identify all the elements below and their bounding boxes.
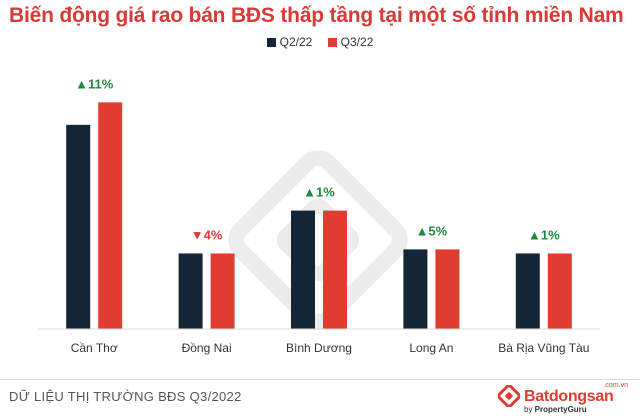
bar-dong-nai-q2-22 <box>178 253 203 329</box>
bar-binh-duong-q3-22 <box>323 210 347 329</box>
legend-swatch-q2 <box>266 37 276 47</box>
brand-sub: by PropertyGuru <box>524 405 587 414</box>
legend-swatch-q3 <box>327 37 337 47</box>
bar-long-an-q2-22 <box>403 249 428 329</box>
bar-ba-ria-vung-tau-q2-22 <box>515 253 540 329</box>
x-tick-label: Cần Thơ <box>71 341 118 355</box>
legend-label-q2: Q2/22 <box>279 35 313 49</box>
bar-long-an-q3-22 <box>435 249 460 329</box>
bar-dong-nai-q3-22 <box>210 253 235 329</box>
change-annotation: ▲11% <box>75 76 114 91</box>
change-annotation: ▲5% <box>416 223 448 238</box>
x-tick-label: Bà Rịa Vũng Tàu <box>498 341 589 355</box>
brand-name: Batdongsan <box>524 388 614 405</box>
brand-sub-name: PropertyGuru <box>534 405 587 414</box>
change-annotation: ▲1% <box>303 185 335 200</box>
bar-can-tho-q2-22 <box>66 124 91 329</box>
watermark-logo-icon <box>228 150 408 330</box>
bar-chart: Cần Thơ ▲11% Đồng Nai ▼4% Bình Dương ▲1% Long … <box>38 76 600 355</box>
x-tick-label: Bình Dương <box>286 341 352 355</box>
legend: Q2/22 Q3/22 <box>0 35 640 50</box>
change-annotation: ▲1% <box>528 227 560 242</box>
footer-source: DỮ LIỆU THỊ TRƯỜNG BĐS Q3/2022 <box>9 389 242 404</box>
change-annotation: ▼4% <box>191 227 223 242</box>
x-tick-label: Long An <box>409 341 453 355</box>
chart-title: Biến động giá rao bán BĐS thấp tầng tại … <box>9 4 624 27</box>
brand-logo: .com.vn Batdongsan by PropertyGuru <box>498 382 628 414</box>
bar-can-tho-q3-22 <box>98 102 123 329</box>
bar-binh-duong-q2-22 <box>291 210 315 329</box>
legend-item-q2: Q2/22 <box>266 35 313 49</box>
legend-item-q3: Q3/22 <box>327 35 374 49</box>
brand-sub-prefix: by <box>524 405 535 414</box>
x-tick-label: Đồng Nai <box>182 341 232 355</box>
batdongsan-logo-icon <box>498 385 520 407</box>
legend-label-q3: Q3/22 <box>340 35 374 49</box>
brand-domain: .com.vn <box>603 382 628 389</box>
footer-divider <box>0 379 640 380</box>
bar-ba-ria-vung-tau-q3-22 <box>547 253 572 329</box>
